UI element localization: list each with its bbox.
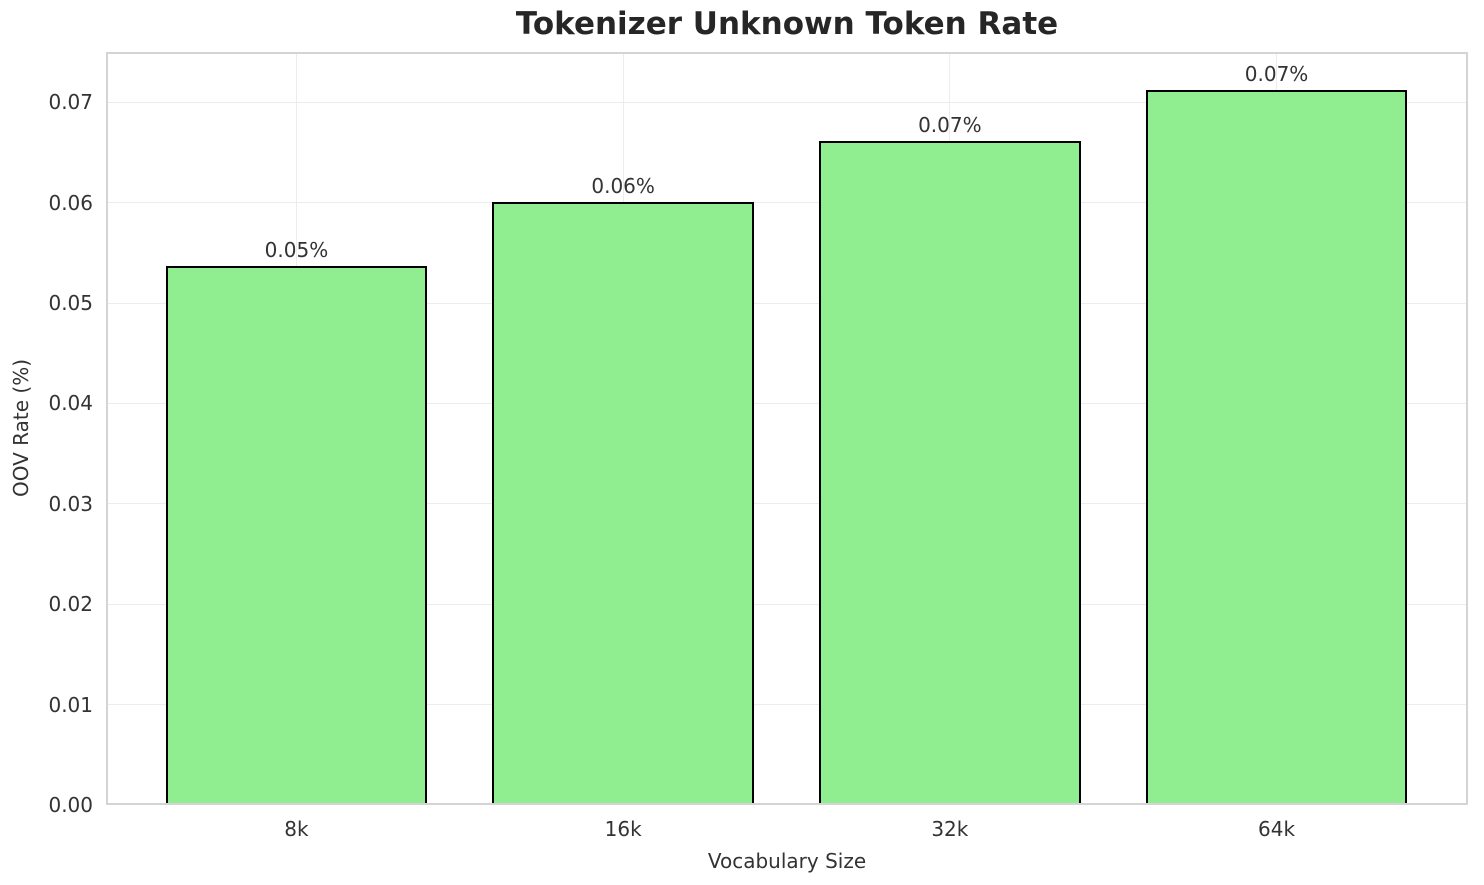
- y-axis-tick-labels: 0.00 0.01 0.02 0.03 0.04 0.05 0.06 0.07: [0, 52, 106, 817]
- bar-16k: [492, 201, 754, 805]
- x-tick-label: 32k: [931, 817, 969, 841]
- x-tick-label: 16k: [604, 817, 642, 841]
- bar-32k: [819, 141, 1081, 805]
- y-tick-label: 0.05: [48, 291, 93, 315]
- horizontal-gridline: [106, 101, 1468, 103]
- x-tick-label: 64k: [1258, 817, 1296, 841]
- y-tick-label: 0.04: [48, 391, 93, 416]
- y-tick-label: 0.00: [48, 793, 93, 817]
- y-tick-label: 0.01: [48, 692, 93, 717]
- horizontal-gridline: [106, 704, 1468, 706]
- chart-title: Tokenizer Unknown Token Rate: [515, 6, 1059, 42]
- y-tick-label: 0.07: [48, 90, 93, 115]
- bar-value-label: 0.07%: [918, 113, 982, 138]
- bar-value-label: 0.07%: [1244, 62, 1309, 87]
- y-tick-label: 0.06: [48, 190, 93, 215]
- horizontal-gridline: [106, 302, 1468, 304]
- x-tick-label: 8k: [284, 817, 309, 841]
- x-axis-tick-labels: 8k 16k 32k 64k: [106, 816, 1468, 846]
- horizontal-gridline: [106, 603, 1468, 605]
- bar-value-label: 0.06%: [591, 173, 655, 198]
- x-axis-label: Vocabulary Size: [707, 849, 867, 873]
- horizontal-gridline: [106, 202, 1468, 204]
- y-tick-label: 0.02: [48, 592, 93, 617]
- y-tick-label: 0.03: [48, 491, 93, 516]
- bar-value-label: 0.05%: [264, 237, 329, 262]
- bar-64k: [1145, 90, 1408, 805]
- horizontal-gridline: [106, 503, 1468, 505]
- bar-8k: [165, 265, 428, 805]
- horizontal-gridline: [106, 402, 1468, 404]
- plot-area: 0.05% 0.06% 0.07% 0.07%: [106, 52, 1468, 805]
